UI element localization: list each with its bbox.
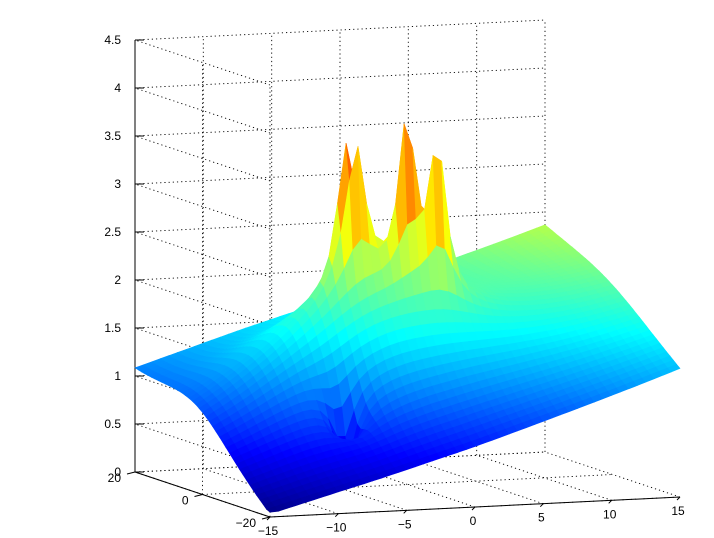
y-tick-label: 20 [108, 471, 122, 485]
y-tick [261, 516, 271, 520]
grid-line [203, 468, 339, 515]
z-tick-label: 3 [114, 177, 121, 191]
grid-line [408, 458, 544, 505]
x-tick-label: 10 [603, 507, 617, 521]
grid-line [134, 87, 271, 134]
grid-line [476, 454, 612, 501]
z-tick-label: 2.5 [104, 225, 121, 239]
x-tick [539, 503, 544, 508]
x-tick [608, 499, 613, 504]
z-tick-label: 0 [114, 465, 121, 479]
z-tick-label: 3.5 [104, 129, 121, 143]
x-tick [676, 496, 681, 501]
grid-line [134, 423, 271, 470]
surface-mesh [134, 123, 681, 513]
y-tick-label: 0 [182, 494, 189, 508]
grid-line [544, 451, 681, 498]
z-tick-label: 1 [114, 369, 121, 383]
surface-facet [667, 363, 681, 373]
grid-line [134, 39, 271, 86]
z-tick-label: 4 [114, 81, 121, 95]
x-tick-label: −5 [398, 517, 412, 531]
z-tick-label: 0.5 [104, 417, 121, 431]
z-tick-label: 4.5 [104, 33, 121, 47]
grid-line [134, 375, 271, 422]
grid-line [134, 135, 271, 182]
y-tick-label: −20 [236, 516, 257, 530]
x-tick-label: −10 [326, 521, 347, 535]
grid-line [134, 279, 271, 326]
y-tick [194, 494, 203, 497]
grid-line [134, 327, 271, 374]
y-tick [126, 471, 136, 475]
grid-line [134, 183, 271, 230]
grid-line [134, 231, 271, 278]
x-tick [403, 509, 408, 514]
x-tick-label: 15 [671, 504, 685, 518]
x-tick-label: −15 [258, 524, 279, 538]
x-tick-label: 5 [538, 511, 545, 525]
x-tick-label: 0 [470, 514, 477, 528]
x-tick [334, 513, 339, 518]
x-tick [471, 506, 476, 511]
z-tick-label: 2 [114, 273, 121, 287]
z-tick-label: 1.5 [104, 321, 121, 335]
